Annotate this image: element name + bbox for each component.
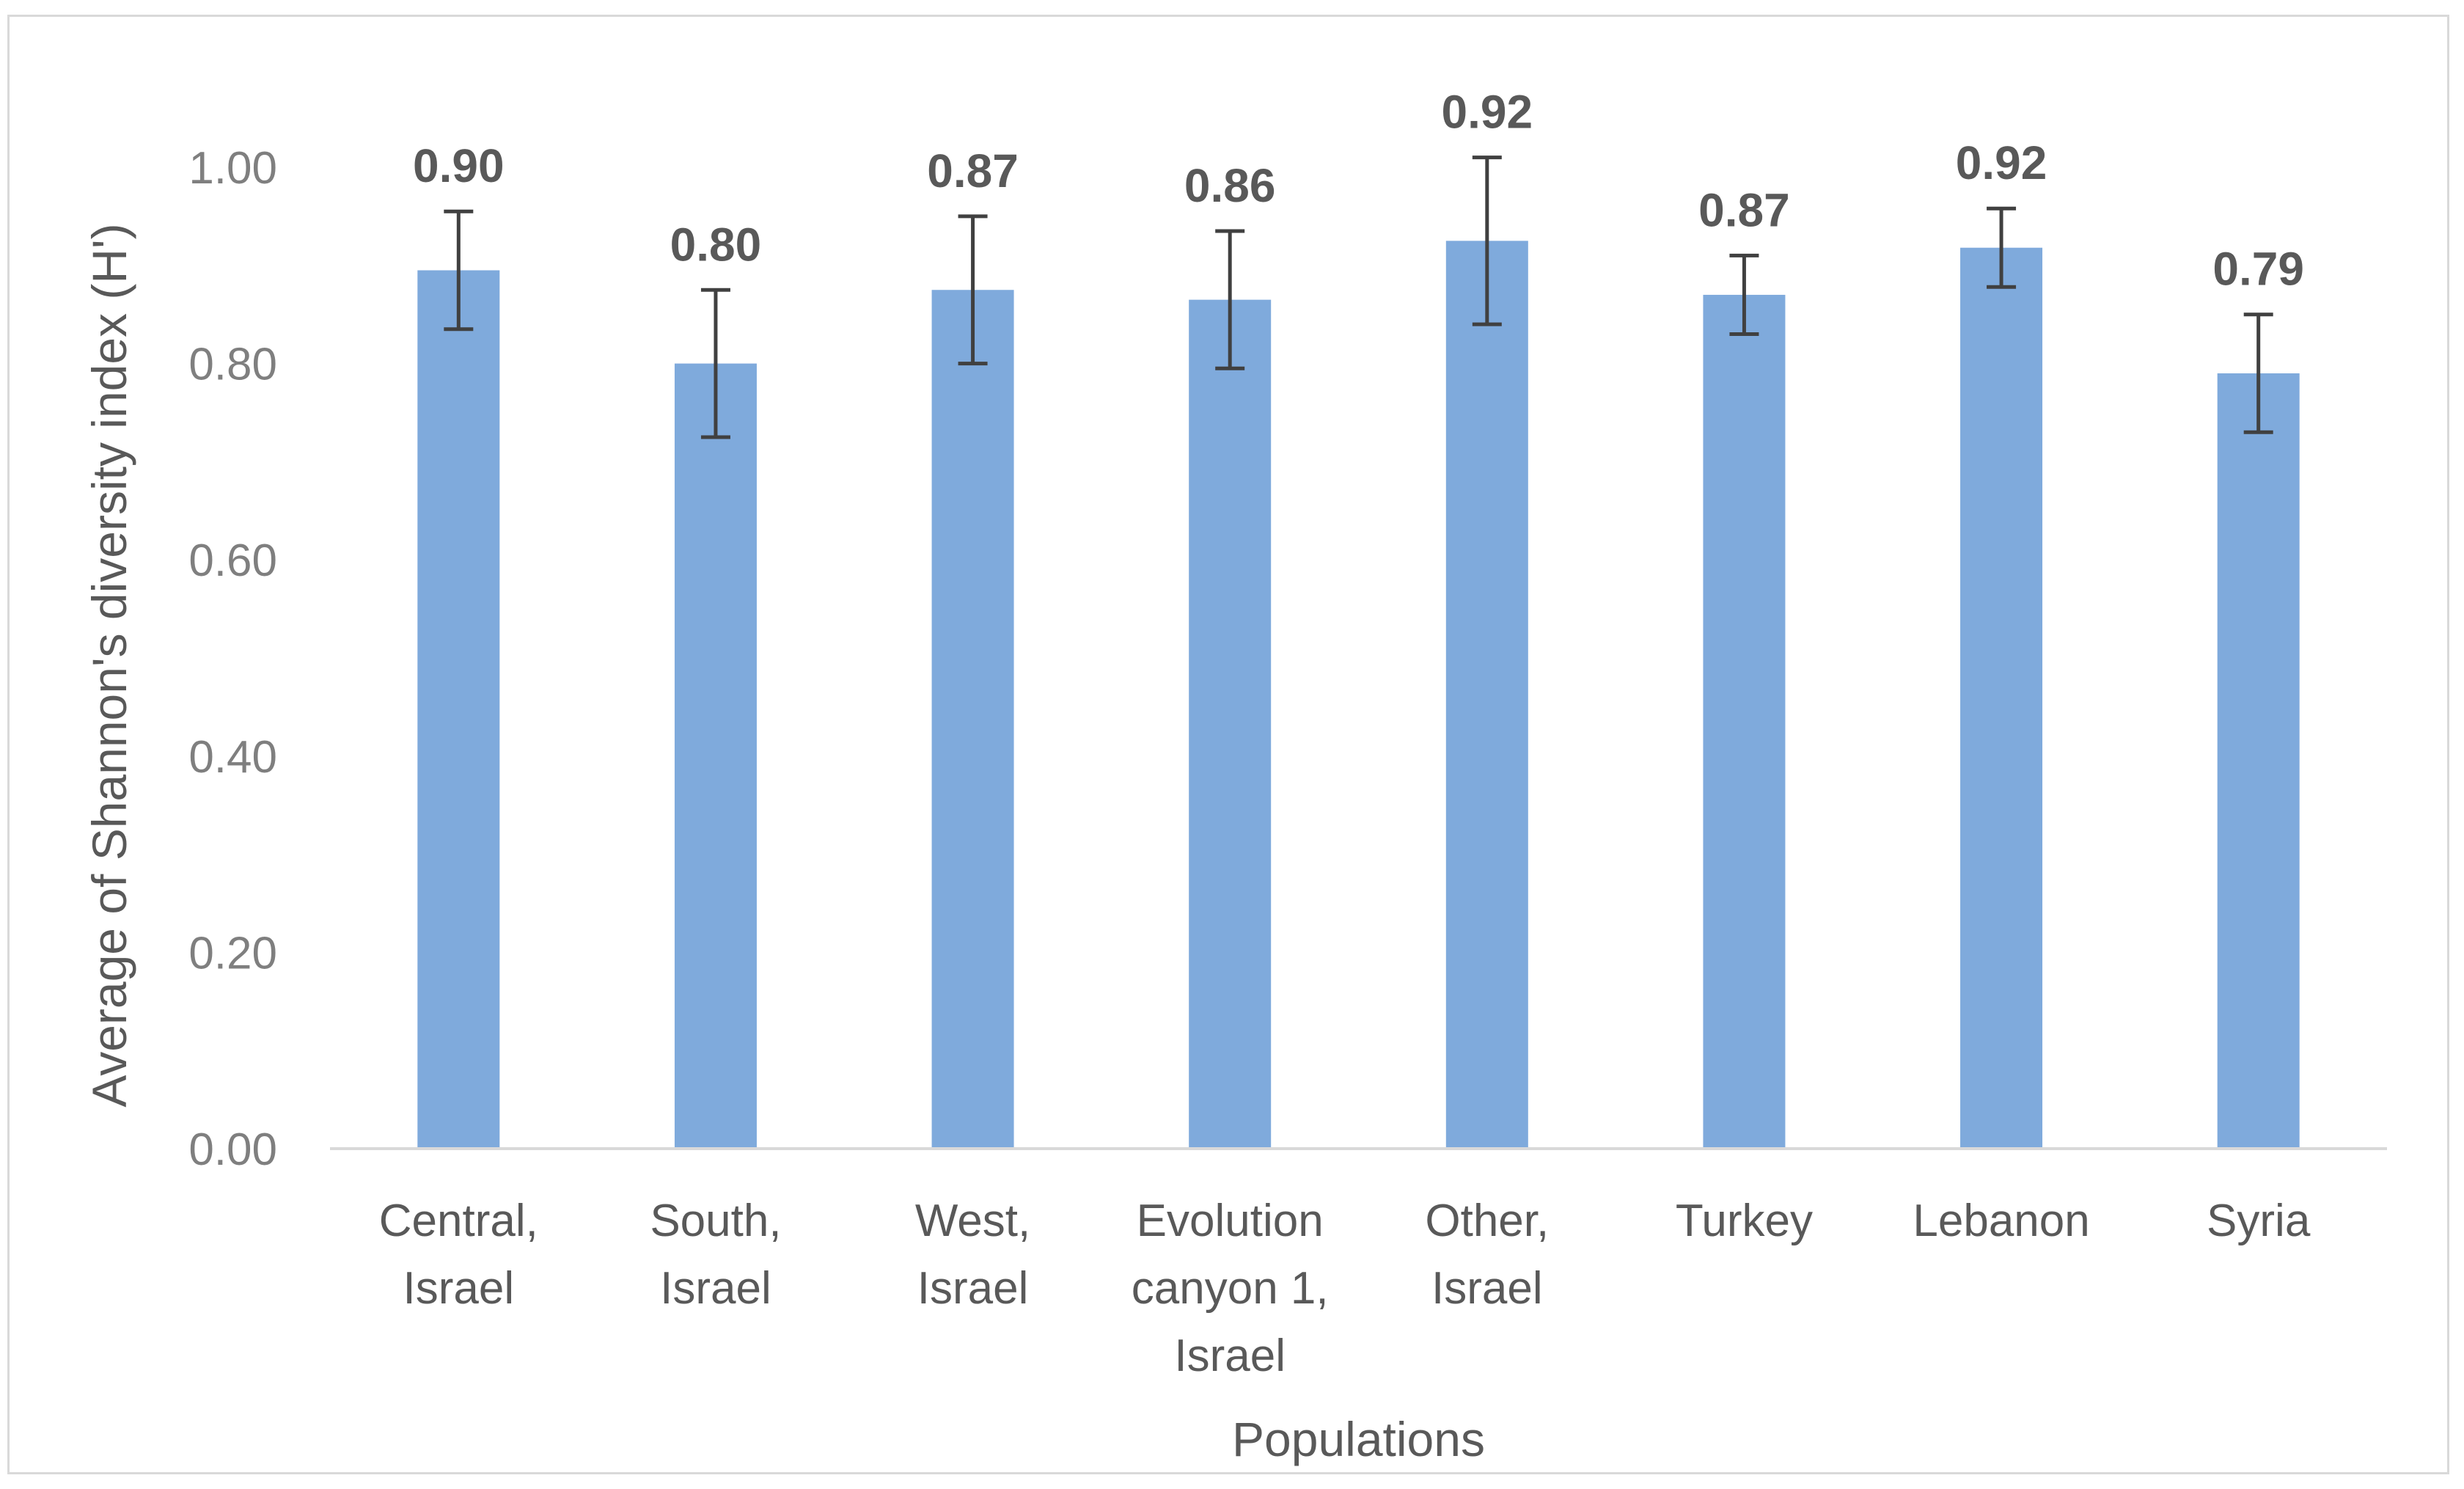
x-tick-label: South, xyxy=(650,1196,781,1246)
x-tick-label: Evolution xyxy=(1137,1196,1324,1246)
bar xyxy=(417,270,500,1149)
y-tick-label: 0.60 xyxy=(188,535,277,586)
data-label: 0.92 xyxy=(1956,136,2047,189)
data-label: 0.86 xyxy=(1184,159,1276,212)
x-tick-label: Syria xyxy=(2207,1196,2311,1246)
bar xyxy=(1189,299,1272,1149)
data-label: 0.79 xyxy=(2212,243,2304,296)
data-label: 0.87 xyxy=(927,144,1019,197)
data-label: 0.92 xyxy=(1442,86,1533,139)
bar xyxy=(1960,247,2043,1149)
y-axis-ticks: 0.00 0.20 0.40 0.60 0.80 1.00 xyxy=(188,143,277,1175)
x-tick-label: Central, xyxy=(379,1196,538,1246)
data-label: 0.87 xyxy=(1698,183,1790,236)
y-tick-label: 0.80 xyxy=(188,340,277,390)
x-tick-label: canyon 1, xyxy=(1132,1263,1329,1314)
bar xyxy=(674,363,757,1149)
x-tick-label: West, xyxy=(915,1196,1030,1246)
bar xyxy=(1703,294,1786,1149)
x-tick-label: Israel xyxy=(403,1263,515,1314)
error-bars xyxy=(444,156,2273,439)
y-tick-label: 0.40 xyxy=(188,732,277,783)
x-tick-label: Other, xyxy=(1425,1196,1549,1246)
data-label: 0.90 xyxy=(413,139,505,192)
bar xyxy=(2217,373,2300,1149)
bars xyxy=(417,241,2300,1149)
x-axis-title: Populations xyxy=(1232,1412,1485,1466)
y-tick-label: 0.00 xyxy=(188,1124,277,1175)
x-tick-label: Lebanon xyxy=(1913,1196,2089,1246)
x-axis-categories: Central, Israel South, Israel West, Israel Evo… xyxy=(379,1196,2311,1381)
x-tick-label: Turkey xyxy=(1676,1196,1813,1246)
x-tick-label: Israel xyxy=(1174,1331,1286,1381)
bar xyxy=(931,290,1014,1149)
y-tick-label: 1.00 xyxy=(188,143,277,194)
y-tick-label: 0.20 xyxy=(188,928,277,978)
x-tick-label: Israel xyxy=(1431,1263,1543,1314)
bar xyxy=(1445,241,1528,1149)
y-axis-title: Average of Shannon's diversity index (H'… xyxy=(82,223,136,1107)
x-tick-label: Israel xyxy=(917,1263,1029,1314)
x-tick-label: Israel xyxy=(660,1263,771,1314)
data-labels: 0.90 0.80 0.87 0.86 0.92 0.87 0.92 0.79 xyxy=(413,86,2304,296)
data-label: 0.80 xyxy=(670,218,762,271)
